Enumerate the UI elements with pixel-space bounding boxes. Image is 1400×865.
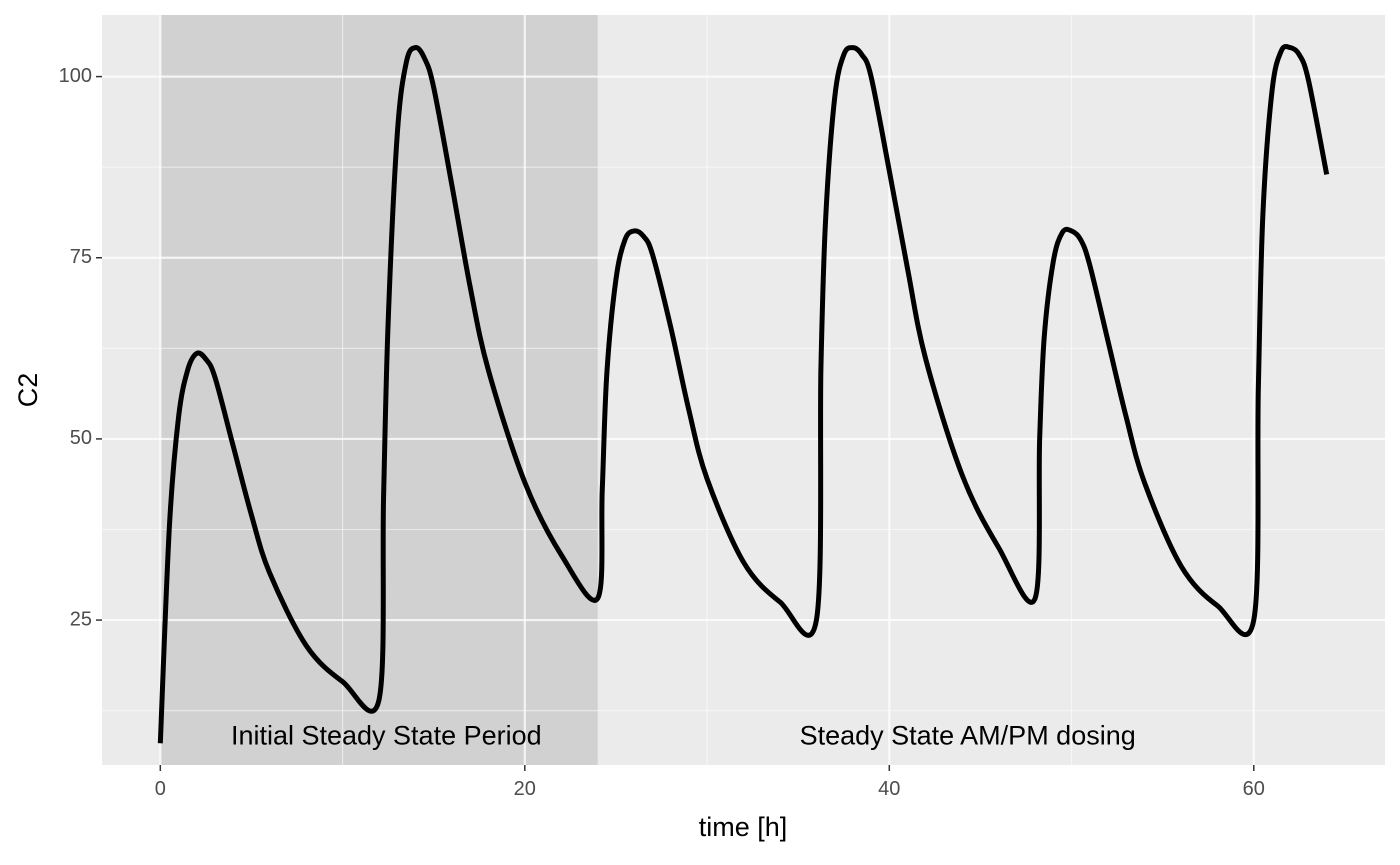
series-lines <box>157 43 1330 744</box>
series-line <box>157 43 1330 744</box>
y-tick-label: 50 <box>70 427 92 449</box>
shaded-regions <box>160 15 598 765</box>
grid-lines <box>102 15 1385 765</box>
x-tick-label: 40 <box>878 778 900 800</box>
y-tick-label: 25 <box>70 608 92 630</box>
x-tick-label: 60 <box>1243 778 1265 800</box>
y-axis-title: C2 <box>13 373 43 408</box>
shaded-region <box>160 15 598 765</box>
x-tick-label: 20 <box>514 778 536 800</box>
x-axis-title: time [h] <box>699 812 788 842</box>
y-axis-ticks: 25 50 75 100 <box>59 65 102 630</box>
annotation-label: Steady State AM/PM dosing <box>800 721 1136 751</box>
y-tick-label: 100 <box>59 65 92 87</box>
x-axis-ticks: 0 20 40 60 <box>155 765 1265 800</box>
y-tick-label: 75 <box>70 246 92 268</box>
annotations: Initial Steady State Period Steady State … <box>231 721 1136 751</box>
annotation-label: Initial Steady State Period <box>231 721 542 751</box>
x-tick-label: 0 <box>155 778 166 800</box>
